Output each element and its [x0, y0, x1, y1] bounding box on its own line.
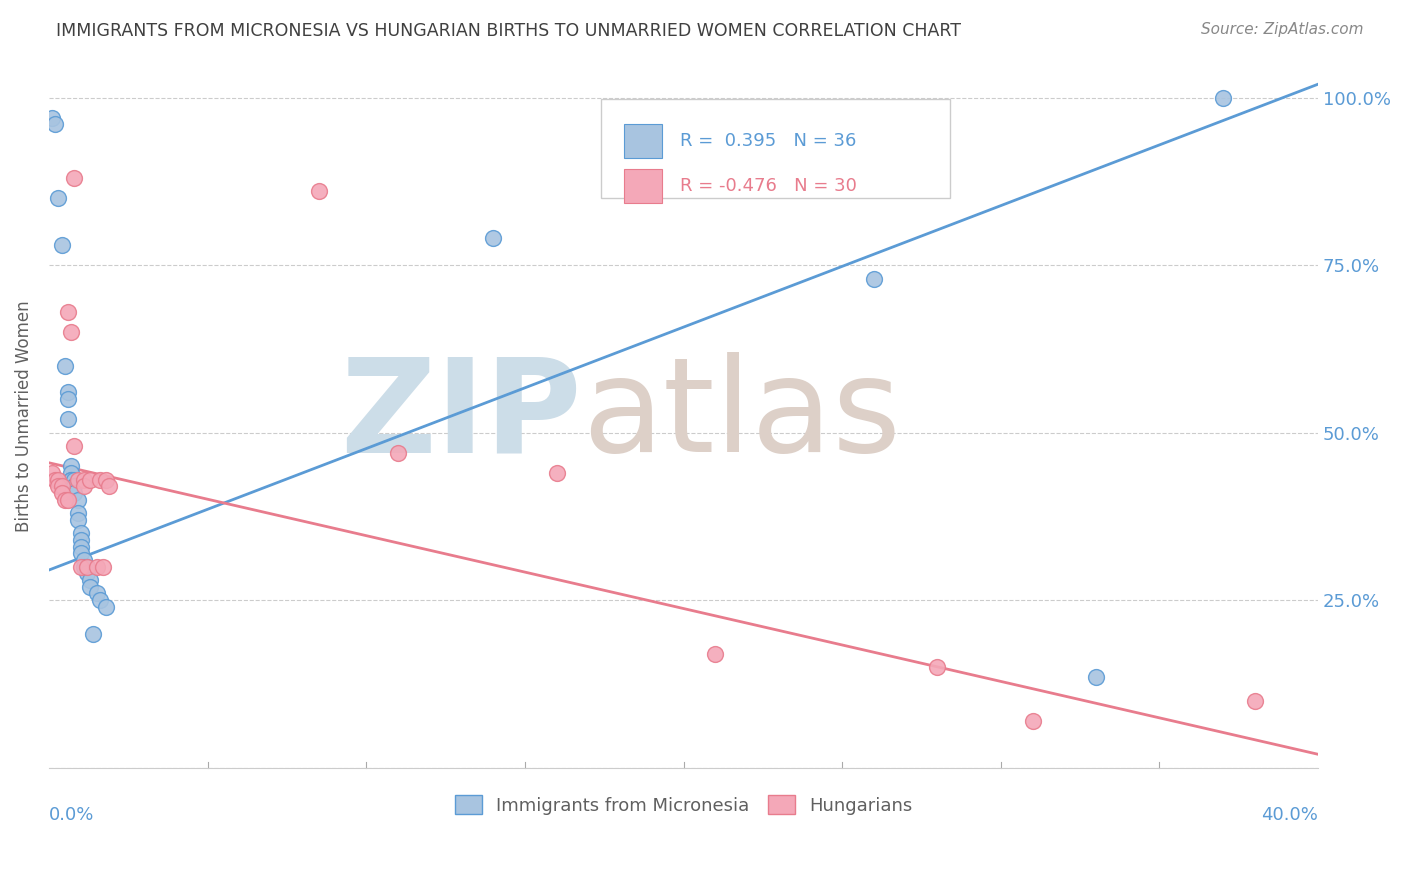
Point	[1212, 90, 1234, 104]
Point	[86, 559, 108, 574]
Point	[69, 533, 91, 547]
Point	[66, 513, 89, 527]
Point	[60, 325, 83, 339]
Point	[76, 559, 98, 574]
Point	[56, 305, 79, 319]
Point	[73, 553, 96, 567]
Point	[89, 593, 111, 607]
Y-axis label: Births to Unmarried Women: Births to Unmarried Women	[15, 300, 32, 532]
Point	[94, 473, 117, 487]
Point	[863, 271, 886, 285]
Point	[60, 466, 83, 480]
Point	[546, 466, 568, 480]
Point	[76, 559, 98, 574]
Point	[1243, 694, 1265, 708]
Point	[51, 479, 73, 493]
Point	[60, 473, 83, 487]
Point	[1021, 714, 1043, 728]
Text: Source: ZipAtlas.com: Source: ZipAtlas.com	[1201, 22, 1364, 37]
Point	[704, 647, 727, 661]
Text: 0.0%: 0.0%	[49, 806, 94, 824]
Point	[86, 586, 108, 600]
Point	[48, 473, 70, 487]
Point	[91, 559, 114, 574]
Point	[482, 231, 505, 245]
Point	[44, 473, 66, 487]
Point	[51, 486, 73, 500]
Point	[89, 473, 111, 487]
Text: 40.0%: 40.0%	[1261, 806, 1319, 824]
Point	[66, 492, 89, 507]
Point	[66, 506, 89, 520]
Point	[44, 117, 66, 131]
Point	[66, 473, 89, 487]
Text: R = -0.476   N = 30: R = -0.476 N = 30	[679, 177, 856, 195]
Legend: Immigrants from Micronesia, Hungarians: Immigrants from Micronesia, Hungarians	[447, 789, 920, 822]
Point	[387, 446, 409, 460]
Point	[48, 191, 70, 205]
Point	[63, 171, 86, 186]
Point	[1085, 670, 1108, 684]
Point	[73, 473, 96, 487]
Point	[51, 238, 73, 252]
Text: atlas: atlas	[582, 352, 901, 479]
Point	[56, 392, 79, 406]
Point	[308, 185, 330, 199]
Point	[63, 486, 86, 500]
FancyBboxPatch shape	[600, 99, 950, 198]
Point	[79, 580, 101, 594]
Bar	[624, 124, 662, 158]
Text: ZIP: ZIP	[340, 352, 582, 479]
Point	[63, 439, 86, 453]
Point	[98, 479, 121, 493]
Point	[79, 473, 101, 487]
Bar	[624, 169, 662, 202]
Point	[56, 385, 79, 400]
Point	[41, 466, 63, 480]
Point	[94, 599, 117, 614]
Point	[53, 359, 76, 373]
Point	[60, 473, 83, 487]
Point	[82, 626, 104, 640]
Point	[76, 566, 98, 581]
Point	[41, 111, 63, 125]
Point	[56, 492, 79, 507]
Point	[73, 559, 96, 574]
Point	[63, 479, 86, 493]
Point	[79, 573, 101, 587]
Point	[63, 473, 86, 487]
Point	[69, 559, 91, 574]
Point	[69, 546, 91, 560]
Point	[56, 412, 79, 426]
Point	[927, 660, 949, 674]
Point	[69, 526, 91, 541]
Text: R =  0.395   N = 36: R = 0.395 N = 36	[679, 132, 856, 150]
Text: IMMIGRANTS FROM MICRONESIA VS HUNGARIAN BIRTHS TO UNMARRIED WOMEN CORRELATION CH: IMMIGRANTS FROM MICRONESIA VS HUNGARIAN …	[56, 22, 962, 40]
Point	[73, 479, 96, 493]
Point	[60, 459, 83, 474]
Point	[48, 479, 70, 493]
Point	[69, 540, 91, 554]
Point	[53, 492, 76, 507]
